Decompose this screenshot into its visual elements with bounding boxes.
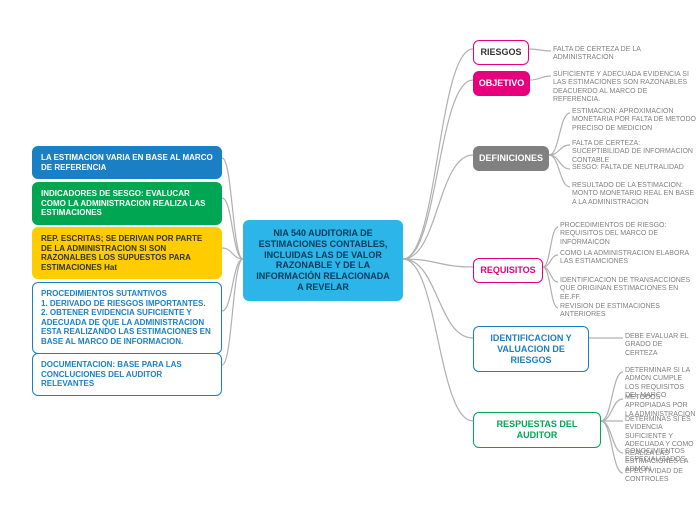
central-node: NIA 540 AUDITORIA DE ESTIMACIONES CONTAB… — [243, 220, 403, 301]
leaf-node: REVISION DE ESTIMACIONES ANTERIORES — [560, 303, 696, 320]
leaf-node: ESTIMACION: APROXIMACION MONETARIA POR F… — [572, 108, 696, 133]
leaf-node: EFECTIVIDAD DE CONTROLES — [625, 468, 696, 485]
branch-node: RESPUESTAS DEL AUDITOR — [473, 412, 601, 448]
leaf-node: CONOCIMIENTOS ESPECIALIZADOS — [625, 448, 696, 465]
branch-node: RIESGOS — [473, 40, 529, 65]
left-box: REP. ESCRITAS; SE DERIVAN POR PARTE DE L… — [32, 227, 222, 279]
leaf-node: SUFICIENTE Y ADECUADA EVIDENCIA SI LAS E… — [553, 71, 696, 105]
leaf-node: RESULTADO DE LA ESTIMACION: MONTO MONETA… — [572, 182, 696, 207]
leaf-node: PROCEDIMIENTOS DE RIESGO: REQUISITOS DEL… — [560, 222, 696, 247]
left-box: LA ESTIMACION VARIA EN BASE AL MARCO DE … — [32, 146, 222, 179]
leaf-node: COMO LA ADMINISTRACION ELABORA LAS ESTIA… — [560, 250, 696, 267]
left-box: INDICADORES DE SESGO: EVALUCAR COMO LA A… — [32, 182, 222, 225]
branch-node: IDENTIFICACION Y VALUACION DE RIESGOS — [473, 326, 589, 372]
branch-node: DEFINICIONES — [473, 146, 549, 171]
leaf-node: IDENTIFICACION DE TRANSACCIONES QUE ORIG… — [560, 277, 696, 302]
leaf-node: DEBE EVALUAR EL GRADO DE CERTEZA — [625, 333, 696, 358]
branch-node: REQUISITOS — [473, 258, 543, 283]
leaf-node: FALTA DE CERTEZA DE LA ADMINISTRACION — [553, 46, 696, 63]
left-box: DOCUMENTACION: BASE PARA LAS CONCLUCIONE… — [32, 353, 222, 396]
leaf-node: DETERMINAS SI ES EVIDENCIA SUFICIENTE Y … — [625, 416, 696, 475]
leaf-node: SESGO: FALTA DE NEUTRALIDAD — [572, 164, 684, 172]
leaf-node: FALTA DE CERTEZA: SUCEPTIBILIDAD DE INFO… — [572, 140, 696, 165]
branch-node: OBJETIVO — [473, 71, 530, 96]
left-box: PROCEDIMIENTOS SUTANTIVOS1. DERIVADO DE … — [32, 282, 222, 354]
